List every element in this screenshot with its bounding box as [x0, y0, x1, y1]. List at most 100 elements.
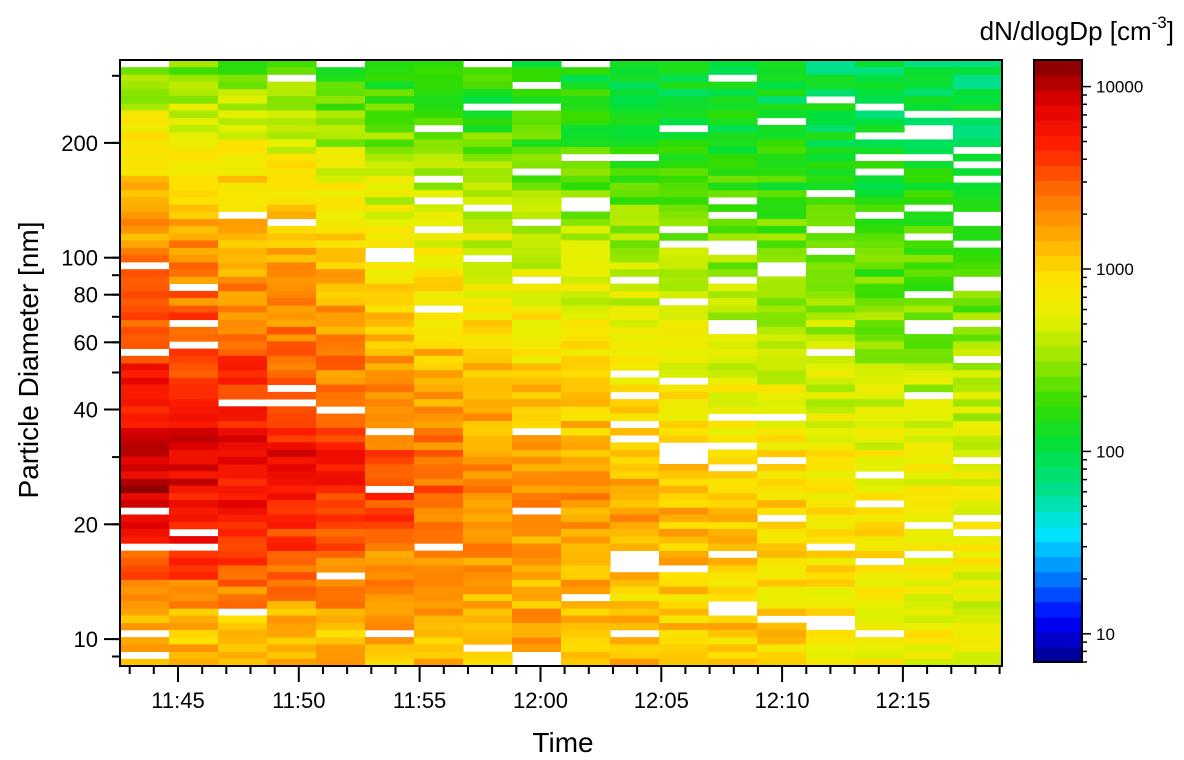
heatmap-cell — [463, 218, 513, 227]
heatmap-cell — [659, 427, 709, 436]
heatmap-cell — [365, 637, 415, 645]
heatmap-cell — [561, 67, 611, 75]
heatmap-cell — [659, 81, 709, 90]
heatmap-cell — [120, 608, 170, 616]
heatmap-cell — [218, 124, 268, 133]
heatmap-cell — [267, 579, 317, 587]
heatmap-cell — [757, 88, 807, 97]
heatmap-cell — [365, 370, 415, 378]
heatmap-cell — [855, 391, 905, 400]
heatmap-cell — [365, 283, 415, 292]
heatmap-cell — [659, 247, 709, 256]
heatmap-cell — [169, 629, 219, 638]
heatmap-cell — [904, 117, 954, 126]
heatmap-cell — [610, 298, 660, 306]
heatmap-cell — [806, 586, 856, 595]
heatmap-cell — [708, 471, 758, 479]
heatmap-cell — [806, 218, 856, 227]
heatmap-cell — [708, 492, 758, 501]
heatmap-cell — [561, 521, 611, 530]
heatmap-cell — [610, 161, 660, 169]
heatmap-cell — [267, 456, 317, 465]
heatmap-cell — [708, 420, 758, 429]
heatmap-cell — [414, 579, 464, 587]
heatmap-cell — [365, 651, 415, 660]
heatmap-cell — [904, 449, 954, 458]
heatmap-cell — [855, 586, 905, 595]
heatmap-cell — [316, 240, 366, 248]
heatmap-cell — [904, 464, 954, 472]
heatmap-cell — [610, 197, 660, 205]
heatmap-cell — [904, 298, 954, 306]
heatmap-cell — [365, 146, 415, 155]
heatmap-cell — [512, 543, 562, 551]
heatmap-cell — [610, 74, 660, 82]
heatmap-cell — [463, 637, 513, 645]
heatmap-cell — [169, 514, 219, 523]
heatmap-cell — [316, 471, 366, 479]
heatmap-cell — [316, 189, 366, 198]
heatmap-cell — [414, 370, 464, 378]
heatmap-cell — [610, 67, 660, 75]
heatmap-cell — [708, 615, 758, 624]
heatmap-cell — [561, 348, 611, 357]
heatmap-cell — [169, 377, 219, 385]
heatmap-cell — [757, 593, 807, 602]
heatmap-cell — [316, 161, 366, 169]
heatmap-cell — [169, 492, 219, 501]
heatmap-cell — [414, 161, 464, 169]
heatmap-cell — [953, 399, 1003, 407]
heatmap-cell — [267, 550, 317, 559]
heatmap-cell — [659, 601, 709, 609]
heatmap-cell — [561, 492, 611, 501]
heatmap-cell — [316, 644, 366, 652]
heatmap-cell — [610, 572, 660, 580]
heatmap-cell — [512, 262, 562, 270]
heatmap-cell — [120, 276, 170, 284]
heatmap-cell — [267, 420, 317, 429]
heatmap-cell — [659, 312, 709, 321]
heatmap-cell — [169, 615, 219, 624]
x-axis: 11:45 11:50 11:55 12:00 12:05 12:10 12:15 — [128, 666, 1001, 713]
heatmap-cell — [904, 74, 954, 82]
colorbar-swatch — [1034, 601, 1082, 618]
heatmap-cell — [218, 637, 268, 645]
heatmap-cell — [512, 117, 562, 126]
heatmap-cell — [463, 543, 513, 551]
heatmap-cell — [855, 182, 905, 191]
colorbar-swatch — [1034, 75, 1082, 91]
heatmap-cell — [512, 471, 562, 479]
heatmap-cell — [610, 399, 660, 407]
heatmap-cell — [855, 341, 905, 349]
heatmap-cell — [806, 464, 856, 472]
heatmap-cell — [120, 413, 170, 422]
heatmap-cell — [757, 363, 807, 371]
heatmap-cell — [610, 658, 660, 667]
heatmap-cell — [512, 528, 562, 537]
heatmap-cell — [414, 500, 464, 508]
heatmap-cell — [855, 492, 905, 501]
heatmap-cell — [561, 449, 611, 458]
heatmap-cell — [218, 593, 268, 602]
heatmap-cell — [708, 110, 758, 119]
heatmap-cell — [414, 521, 464, 530]
colorbar: 10 100 1000 10000 dN/dlogDp [cm-3] — [980, 13, 1174, 663]
heatmap-cell — [561, 622, 611, 631]
heatmap-cell — [414, 146, 464, 155]
heatmap-cell — [316, 565, 366, 573]
heatmap-cell — [561, 586, 611, 595]
heatmap-cell — [757, 254, 807, 263]
heatmap-cell — [218, 565, 268, 573]
heatmap-cell — [757, 557, 807, 566]
colorbar-swatch — [1034, 120, 1082, 136]
heatmap-cell — [365, 593, 415, 602]
heatmap-cell — [757, 161, 807, 169]
heatmap-cell — [561, 363, 611, 371]
heatmap-cell — [757, 406, 807, 414]
heatmap-cell — [169, 153, 219, 162]
heatmap-cell — [806, 67, 856, 75]
heatmap-cell — [904, 593, 954, 602]
heatmap-cell — [169, 427, 219, 436]
heatmap-cell — [218, 168, 268, 176]
heatmap-cell — [561, 124, 611, 133]
